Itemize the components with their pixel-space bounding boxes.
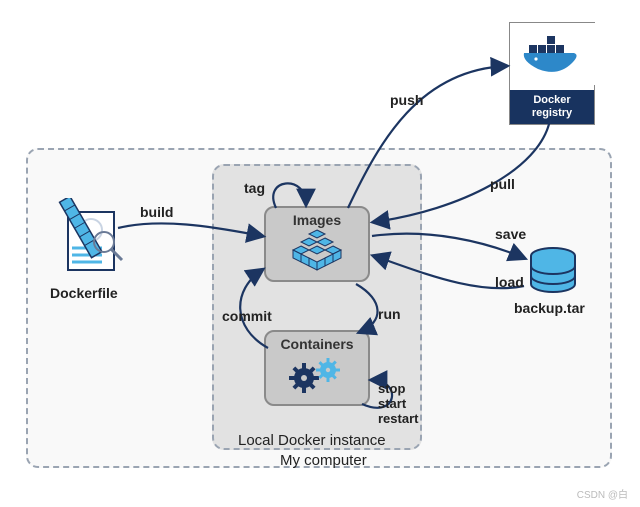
save-label: save — [495, 226, 526, 242]
containers-node: Containers — [264, 330, 370, 406]
my-computer-label: My computer — [280, 452, 367, 469]
registry-node: Docker registry — [509, 22, 595, 125]
build-label: build — [140, 204, 173, 220]
commit-label: commit — [222, 308, 272, 324]
images-icon — [287, 228, 347, 274]
backup-node — [525, 246, 581, 301]
dockerfile-icon — [52, 198, 130, 280]
backup-icon — [525, 246, 581, 296]
images-node: Images — [264, 206, 370, 282]
load-label: load — [495, 274, 524, 290]
run-label: run — [378, 306, 401, 322]
watermark: CSDN @白 — [577, 486, 628, 501]
tag-label: tag — [244, 180, 265, 196]
lifecycle-label: stop start restart — [378, 382, 418, 427]
pull-label: pull — [490, 176, 515, 192]
registry-caption: Docker registry — [510, 90, 594, 124]
registry-label-1: Docker — [533, 94, 570, 106]
local-instance-label: Local Docker instance — [238, 432, 386, 449]
backup-label: backup.tar — [514, 300, 585, 316]
containers-icon — [282, 352, 352, 398]
dockerfile-label: Dockerfile — [50, 285, 118, 301]
registry-label-2: registry — [532, 107, 572, 119]
registry-icon — [510, 23, 596, 85]
push-label: push — [390, 92, 423, 108]
containers-label: Containers — [280, 336, 353, 352]
dockerfile-node — [52, 198, 130, 285]
images-label: Images — [293, 212, 341, 228]
